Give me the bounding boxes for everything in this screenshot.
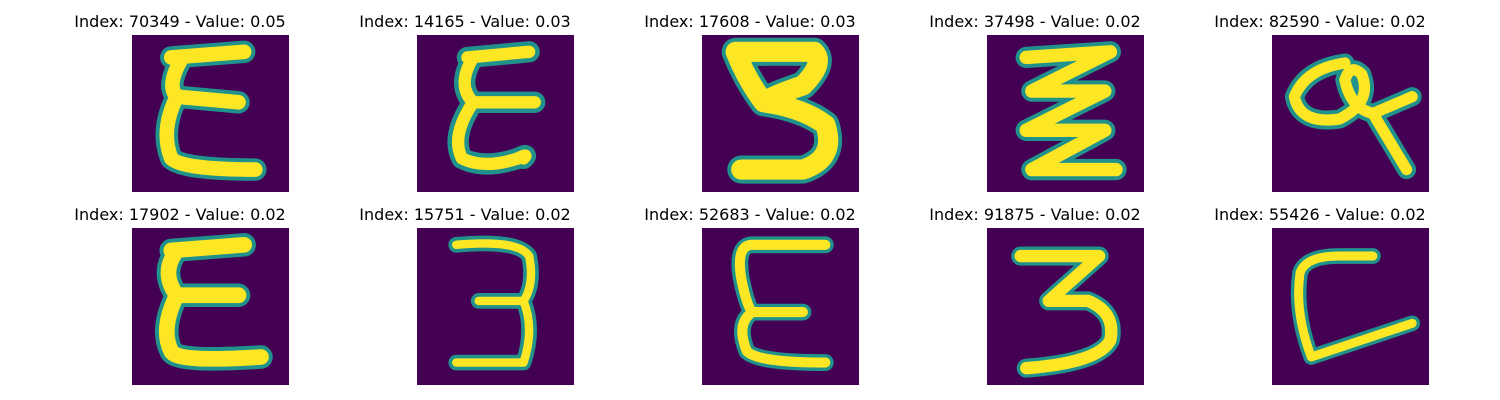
panel-title: Index: 17608 - Value: 0.03 — [644, 12, 856, 31]
digit-image — [987, 35, 1144, 192]
panel-4: Index: 37498 - Value: 0.02 — [885, 0, 1185, 200]
panel-5: Index: 82590 - Value: 0.02 — [1170, 0, 1470, 200]
digit-image — [702, 35, 859, 192]
digit-image — [1272, 35, 1429, 192]
panel-title: Index: 91875 - Value: 0.02 — [929, 205, 1141, 224]
panel-6: Index: 17902 - Value: 0.02 — [30, 193, 330, 393]
panel-10: Index: 55426 - Value: 0.02 — [1170, 193, 1470, 393]
panel-title: Index: 52683 - Value: 0.02 — [644, 205, 856, 224]
digit-image — [987, 228, 1144, 385]
digit-image — [132, 228, 289, 385]
digit-image — [417, 228, 574, 385]
panel-7: Index: 15751 - Value: 0.02 — [315, 193, 615, 393]
panel-9: Index: 91875 - Value: 0.02 — [885, 193, 1185, 393]
panel-2: Index: 14165 - Value: 0.03 — [315, 0, 615, 200]
panel-title: Index: 82590 - Value: 0.02 — [1214, 12, 1426, 31]
digit-image — [1272, 228, 1429, 385]
panel-title: Index: 17902 - Value: 0.02 — [74, 205, 286, 224]
panel-8: Index: 52683 - Value: 0.02 — [600, 193, 900, 393]
digit-image — [132, 35, 289, 192]
panel-title: Index: 14165 - Value: 0.03 — [359, 12, 571, 31]
panel-title: Index: 55426 - Value: 0.02 — [1214, 205, 1426, 224]
digit-image — [702, 228, 859, 385]
digit-image — [417, 35, 574, 192]
panel-title: Index: 70349 - Value: 0.05 — [74, 12, 286, 31]
panel-1: Index: 70349 - Value: 0.05 — [30, 0, 330, 200]
panel-title: Index: 37498 - Value: 0.02 — [929, 12, 1141, 31]
panel-3: Index: 17608 - Value: 0.03 — [600, 0, 900, 200]
panel-title: Index: 15751 - Value: 0.02 — [359, 205, 571, 224]
